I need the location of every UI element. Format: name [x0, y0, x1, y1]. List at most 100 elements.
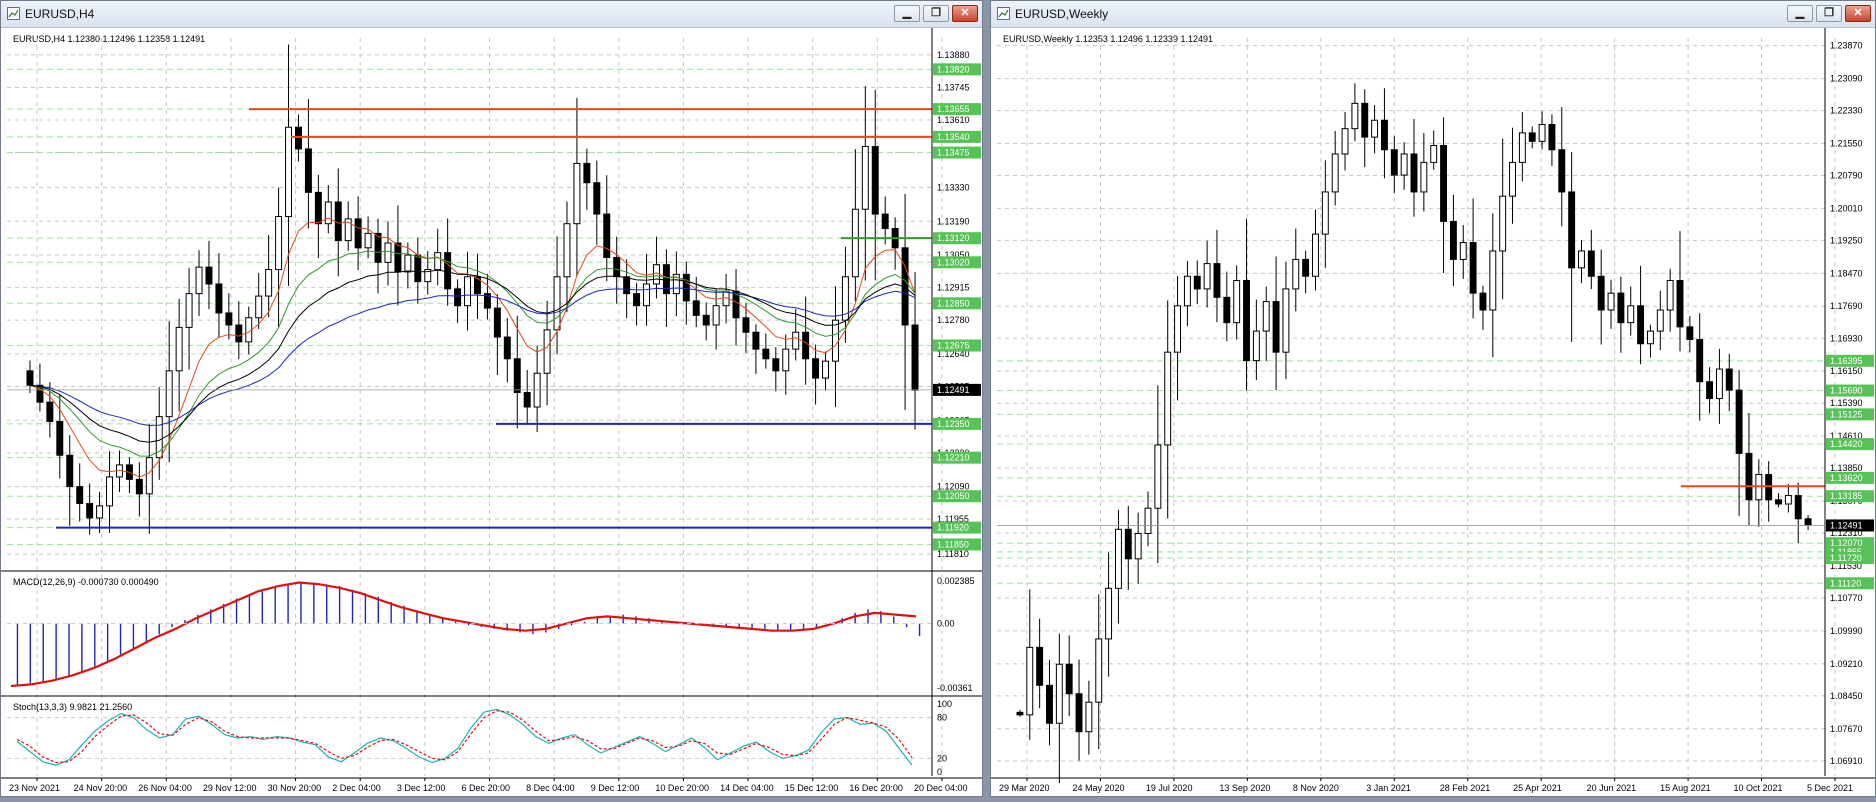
candle [473, 253, 481, 320]
candle [324, 185, 332, 234]
candle-body [563, 223, 571, 278]
candle-body [414, 254, 422, 283]
candle-body [1223, 296, 1231, 324]
candle-body [1440, 145, 1448, 222]
time-tick-label: 23 Nov 2021 [9, 783, 60, 793]
level-price-label: 1.13620 [1830, 473, 1863, 483]
candle-body [86, 502, 94, 519]
candle-body [702, 314, 710, 326]
minimize-button[interactable]: ▁ [1787, 5, 1813, 22]
candle [225, 293, 233, 340]
close-button[interactable]: ✕ [952, 5, 978, 22]
candle [851, 149, 859, 302]
window-title: EURUSD,H4 [25, 7, 95, 21]
candle [861, 86, 869, 281]
candle [1617, 276, 1625, 353]
candle-body [1380, 119, 1388, 151]
level-price-label: 1.13020 [937, 257, 970, 267]
price-chart-weekly[interactable]: EURUSD,Weekly 1.12353 1.12496 1.12339 1.… [991, 28, 1875, 797]
candle [1272, 256, 1280, 391]
candle [1794, 482, 1802, 544]
candle-body [1666, 279, 1674, 311]
price-chart-h4[interactable]: EURUSD,H4 1.12380 1.12496 1.12358 1.1249… [1, 28, 982, 797]
time-tick-label: 9 Dec 12:00 [591, 783, 640, 793]
candle [304, 99, 312, 229]
candle [1410, 118, 1418, 217]
price-tick-label: 1.08450 [1830, 691, 1863, 701]
chart-area-h4[interactable]: EURUSD,H4 1.12380 1.12496 1.12358 1.1249… [1, 28, 982, 796]
price-tick-label: 1.11810 [937, 549, 969, 559]
close-button[interactable]: ✕ [1845, 5, 1871, 22]
minimize-button[interactable]: ▁ [894, 5, 920, 22]
candle-body [1390, 149, 1398, 176]
candle [165, 321, 173, 463]
candle-body [911, 324, 919, 391]
macd-tick-label: 0.00 [937, 619, 955, 629]
price-tick-label: 1.11955 [937, 514, 969, 524]
candle-body [1203, 263, 1211, 290]
candle [1046, 659, 1053, 746]
candle [1331, 130, 1339, 206]
time-tick-label: 30 Nov 20:00 [268, 783, 322, 793]
level-price-marker [933, 538, 981, 551]
candle-body [1065, 663, 1073, 695]
candle [185, 267, 193, 370]
candle-body [1046, 684, 1053, 724]
time-tick-label: 24 Nov 20:00 [74, 783, 128, 793]
time-tick-label: 3 Dec 12:00 [397, 783, 446, 793]
stoch-tick-label: 20 [937, 753, 947, 763]
candle-body [1459, 242, 1467, 260]
candle-body [394, 242, 402, 273]
candle-body [1174, 305, 1182, 353]
candle-body [344, 218, 352, 242]
level-price-marker [1826, 490, 1874, 503]
moving-average-line [29, 287, 916, 427]
candle-body [1518, 132, 1526, 163]
candle-body [1213, 263, 1221, 298]
candle [175, 298, 183, 412]
candle-body [1735, 389, 1743, 454]
candle [1223, 271, 1231, 342]
candle-body [672, 273, 680, 295]
candle [762, 333, 770, 369]
price-tick-label: 1.13050 [937, 250, 970, 260]
close-icon: ✕ [1853, 7, 1863, 19]
candle [1243, 218, 1250, 391]
candle-body [643, 283, 651, 307]
candle [1114, 509, 1122, 624]
candle [1203, 240, 1211, 308]
candle [1715, 348, 1723, 424]
candle [1183, 260, 1191, 327]
level-price-label: 1.12050 [937, 491, 970, 501]
price-tick-label: 1.10770 [1830, 593, 1863, 603]
time-tick-label: 10 Oct 2021 [1734, 783, 1783, 793]
candle [374, 218, 382, 294]
candle [1262, 286, 1270, 362]
candle-body [1183, 275, 1191, 307]
restore-button[interactable]: ❐ [1816, 5, 1842, 22]
candle [1085, 680, 1093, 755]
candle [275, 187, 283, 327]
window-titlebar[interactable]: EURUSD,H4 ▁ ❐ ✕ [1, 1, 982, 28]
level-price-label: 1.13820 [937, 64, 970, 74]
candle-body [294, 126, 302, 150]
chart-area-weekly[interactable]: EURUSD,Weekly 1.12353 1.12496 1.12339 1.… [991, 28, 1875, 796]
level-price-label: 1.11865 [1830, 547, 1862, 557]
candle-body [1627, 305, 1635, 324]
window-titlebar[interactable]: EURUSD,Weekly ▁ ❐ ✕ [991, 1, 1875, 28]
candle-body [782, 348, 790, 372]
level-price-label: 1.13475 [937, 148, 970, 158]
chart-window-weekly[interactable]: EURUSD,Weekly ▁ ❐ ✕ EURUSD,Weekly 1.1235… [990, 0, 1876, 797]
price-tick-label: 1.20010 [1830, 203, 1863, 213]
candle [205, 240, 213, 310]
candle [125, 457, 133, 493]
candle-body [633, 293, 641, 307]
restore-icon: ❐ [931, 7, 941, 19]
candle-body [1055, 663, 1063, 724]
candle-body [1114, 528, 1122, 589]
stoch-tick-label: 0 [937, 767, 942, 777]
candle-body [583, 162, 591, 184]
chart-window-h4[interactable]: EURUSD,H4 ▁ ❐ ✕ EURUSD,H4 1.12380 1.1249… [0, 0, 983, 797]
macd-label: MACD(12,26,9) -0.000730 0.000490 [13, 577, 159, 587]
restore-button[interactable]: ❐ [923, 5, 949, 22]
